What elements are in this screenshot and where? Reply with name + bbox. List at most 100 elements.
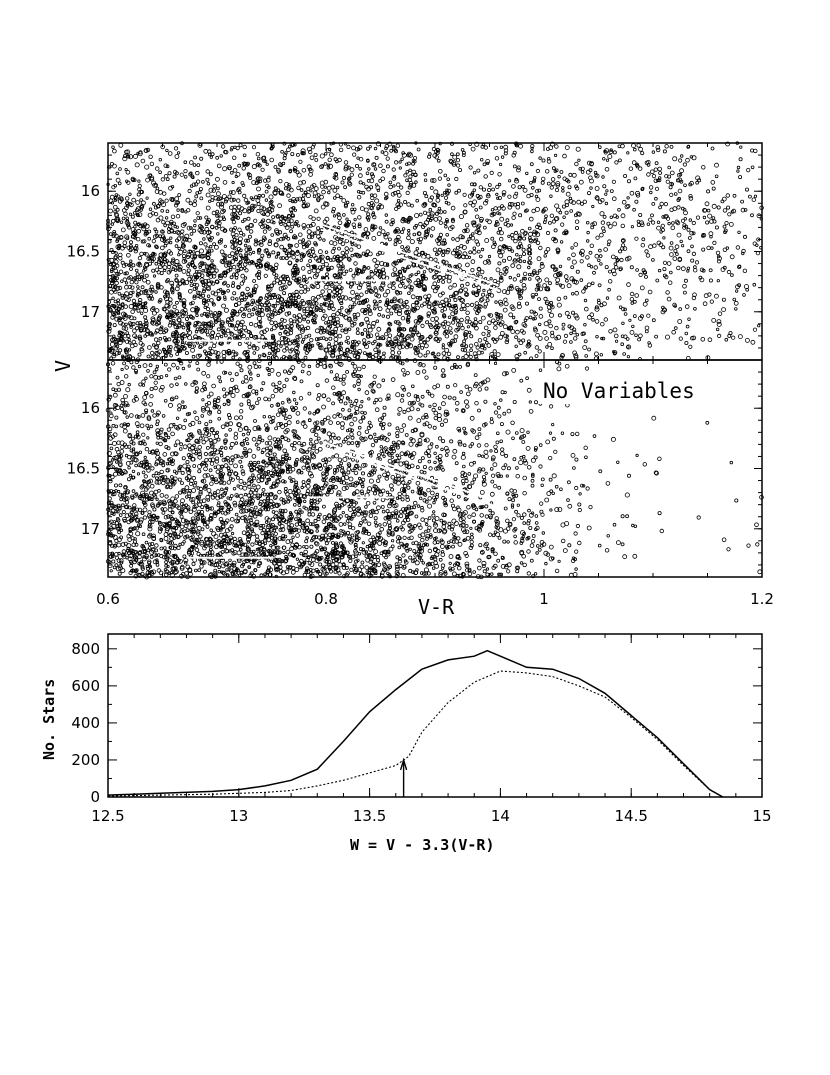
star-point bbox=[190, 254, 195, 259]
star-point bbox=[574, 290, 579, 296]
star-point bbox=[269, 157, 275, 163]
star-point bbox=[189, 184, 194, 188]
star-point bbox=[115, 171, 120, 176]
star-point bbox=[474, 325, 479, 331]
star-point bbox=[260, 167, 265, 172]
star-point bbox=[528, 238, 534, 244]
star-point bbox=[164, 494, 169, 499]
star-point bbox=[282, 156, 287, 161]
star-point bbox=[238, 364, 243, 368]
star-point bbox=[373, 167, 378, 171]
star-point bbox=[410, 203, 414, 208]
star-point bbox=[665, 334, 671, 340]
star-point bbox=[187, 188, 192, 194]
star-point bbox=[683, 290, 687, 295]
star-point bbox=[203, 148, 209, 154]
star-point bbox=[139, 328, 144, 333]
star-point bbox=[346, 200, 350, 205]
star-point bbox=[366, 266, 371, 270]
star-point bbox=[620, 342, 624, 347]
star-point bbox=[559, 240, 564, 244]
star-point bbox=[243, 197, 249, 203]
star-point bbox=[181, 236, 185, 240]
star-point bbox=[497, 248, 501, 253]
star-point bbox=[328, 300, 334, 306]
star-point bbox=[514, 230, 519, 235]
star-point bbox=[714, 293, 719, 299]
star-point bbox=[198, 265, 202, 269]
star-point bbox=[398, 298, 404, 304]
star-point bbox=[503, 297, 508, 302]
star-point bbox=[307, 344, 313, 350]
star-point bbox=[177, 246, 181, 251]
star-point bbox=[300, 340, 305, 344]
star-point bbox=[358, 173, 363, 178]
star-point bbox=[441, 280, 446, 284]
star-point bbox=[432, 247, 438, 253]
star-point bbox=[634, 236, 639, 241]
star-point bbox=[113, 299, 118, 304]
star-point bbox=[669, 241, 674, 245]
star-point bbox=[211, 273, 217, 279]
star-point bbox=[162, 268, 167, 272]
star-point bbox=[669, 192, 674, 197]
star-point bbox=[340, 355, 346, 361]
star-point bbox=[743, 208, 748, 212]
star-point bbox=[238, 211, 243, 216]
star-point bbox=[614, 265, 619, 270]
star-point bbox=[136, 308, 141, 313]
star-point bbox=[499, 276, 503, 280]
star-point bbox=[443, 190, 447, 195]
star-point bbox=[662, 149, 667, 154]
star-point bbox=[315, 363, 320, 368]
star-point bbox=[494, 300, 498, 304]
star-point bbox=[559, 170, 564, 174]
star-point bbox=[515, 329, 520, 335]
star-point bbox=[656, 225, 661, 231]
star-point bbox=[588, 250, 593, 255]
star-point bbox=[432, 281, 438, 287]
star-point bbox=[429, 234, 434, 238]
star-point bbox=[184, 316, 189, 321]
star-point bbox=[300, 148, 306, 154]
star-point bbox=[641, 237, 646, 242]
star-point bbox=[301, 179, 307, 185]
star-point bbox=[648, 185, 654, 190]
star-point bbox=[519, 279, 523, 283]
star-point bbox=[232, 272, 237, 277]
star-point bbox=[406, 153, 411, 158]
star-point bbox=[155, 217, 161, 223]
star-point bbox=[566, 283, 572, 289]
star-point bbox=[139, 198, 143, 202]
star-point bbox=[494, 156, 500, 161]
star-point bbox=[491, 244, 496, 250]
star-point bbox=[476, 272, 480, 276]
star-point bbox=[118, 256, 123, 261]
star-point bbox=[638, 333, 643, 339]
star-point bbox=[198, 216, 203, 220]
star-point bbox=[134, 162, 140, 168]
star-point bbox=[701, 247, 706, 252]
star-point bbox=[165, 209, 170, 214]
star-point bbox=[388, 180, 393, 185]
star-point bbox=[389, 148, 394, 153]
star-point bbox=[271, 415, 276, 420]
star-point bbox=[371, 235, 377, 241]
star-point bbox=[327, 298, 331, 302]
star-point bbox=[434, 316, 439, 321]
star-point bbox=[691, 220, 696, 226]
star-point bbox=[481, 187, 486, 192]
star-point bbox=[587, 263, 591, 268]
star-point bbox=[525, 171, 529, 176]
star-point bbox=[346, 341, 351, 345]
star-point bbox=[355, 295, 361, 300]
star-point bbox=[113, 254, 119, 260]
star-point bbox=[415, 246, 419, 251]
star-point bbox=[137, 334, 142, 339]
star-point bbox=[283, 325, 288, 330]
star-point bbox=[563, 274, 569, 279]
star-point bbox=[160, 177, 165, 182]
star-point bbox=[192, 202, 197, 208]
star-point bbox=[271, 215, 276, 220]
star-point bbox=[151, 201, 156, 206]
